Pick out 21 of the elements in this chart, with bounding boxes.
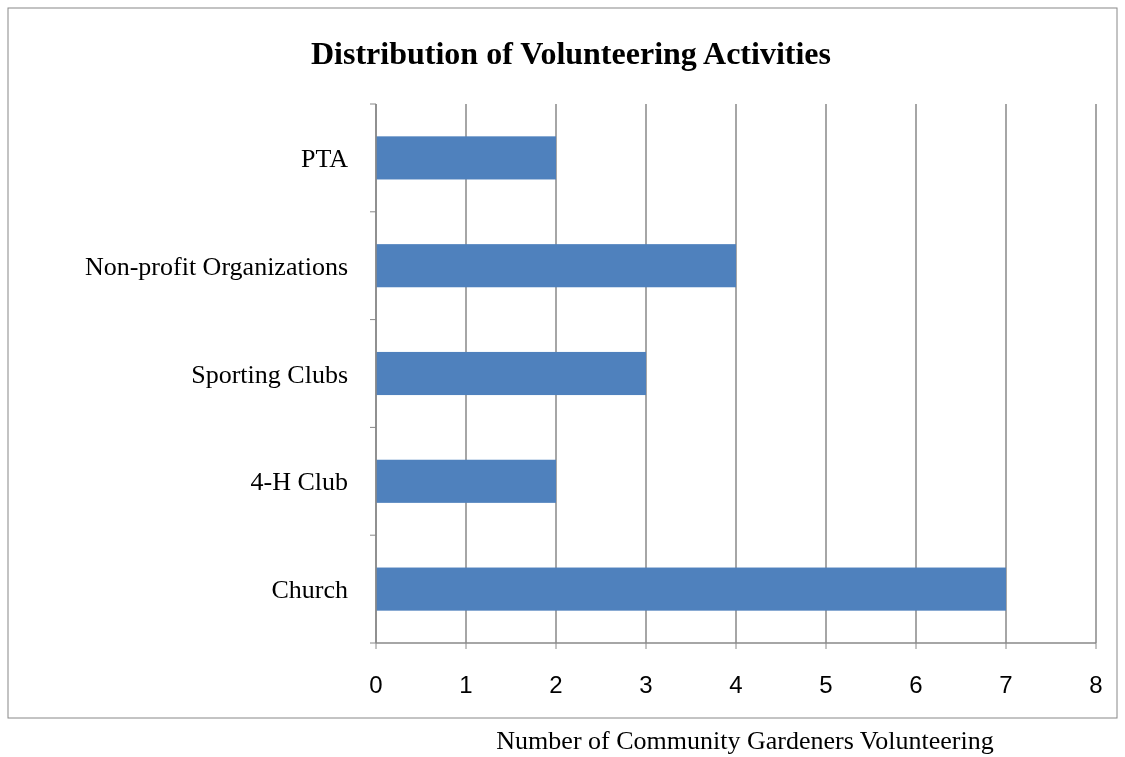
- x-tick-label: 2: [549, 671, 563, 698]
- bar: [376, 244, 736, 288]
- y-tick-label: Non-profit Organizations: [84, 251, 348, 281]
- x-tick-label: 3: [639, 671, 653, 698]
- y-tick-label: 4-H Club: [250, 467, 348, 497]
- chart-title: Distribution of Volunteering Activities: [310, 35, 832, 71]
- x-tick-label: 8: [1089, 671, 1103, 698]
- x-axis-title: Number of Community Gardeners Volunteering: [496, 726, 994, 755]
- bar: [376, 136, 556, 180]
- x-tick-label: 4: [729, 671, 743, 698]
- x-tick-label: 0: [369, 671, 383, 698]
- y-tick-label: Church: [271, 575, 348, 605]
- bar: [376, 567, 1006, 611]
- x-tick-label: 7: [999, 671, 1013, 698]
- bar: [376, 351, 646, 396]
- x-tick-label: 6: [909, 671, 923, 698]
- y-tick-label: Sporting Clubs: [191, 359, 348, 389]
- x-tick-label: 5: [819, 671, 833, 698]
- y-tick-label: PTA: [300, 143, 349, 173]
- bar: [376, 459, 556, 503]
- x-tick-label: 1: [459, 671, 473, 698]
